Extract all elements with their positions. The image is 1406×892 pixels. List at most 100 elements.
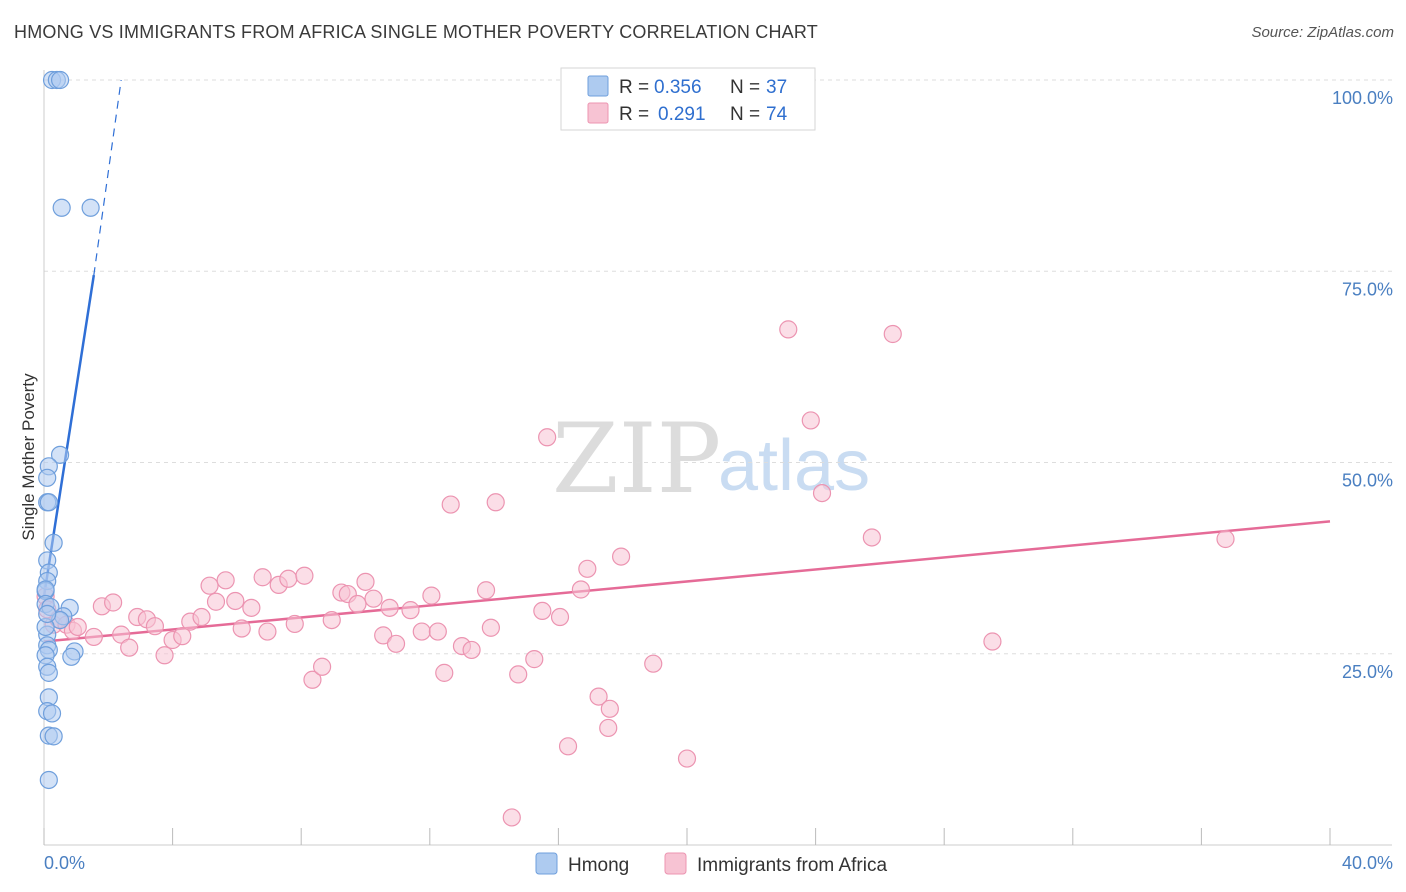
data-point-africa [441, 495, 460, 514]
data-point-africa [644, 654, 663, 673]
bottom-legend-swatch-hmong [535, 852, 558, 875]
data-point-africa [253, 568, 272, 587]
legend-n-value-hmong: 37 [766, 77, 787, 98]
data-point-africa [812, 484, 832, 503]
bottom-legend-label-africa: Immigrants from Africa [697, 855, 887, 876]
data-point-africa [599, 718, 618, 738]
data-point-africa [173, 627, 192, 646]
chart-title: HMONG VS IMMIGRANTS FROM AFRICA SINGLE M… [14, 22, 818, 42]
legend-n-label-africa: N = [730, 104, 760, 125]
data-point-africa [232, 619, 251, 638]
data-point-africa [862, 528, 881, 547]
legend-r-label-hmong: R = [619, 77, 649, 98]
data-point-hmong [52, 198, 71, 217]
y-axis-label: Single Mother Poverty [19, 373, 38, 541]
data-point-africa [509, 665, 528, 684]
series-hmong-points [36, 70, 100, 790]
series-africa-points [36, 320, 1235, 827]
data-point-africa [200, 576, 219, 595]
legend-n-label-hmong: N = [730, 77, 760, 98]
data-point-africa [386, 634, 406, 653]
data-point-africa [476, 581, 496, 600]
data-point-hmong [38, 604, 57, 624]
data-point-africa [312, 657, 332, 676]
legend-r-value-africa: 0.291 [658, 104, 706, 125]
legend-r-label-africa: R = [619, 104, 649, 125]
data-point-africa [285, 614, 304, 634]
data-point-africa [550, 607, 570, 627]
data-point-africa [600, 699, 619, 718]
data-point-africa [120, 638, 139, 657]
data-point-hmong [42, 704, 62, 723]
data-point-africa [84, 627, 103, 647]
y-tick-label: 25.0% [1342, 662, 1393, 682]
data-point-africa [226, 591, 245, 611]
data-point-africa [155, 646, 174, 665]
data-point-africa [801, 411, 820, 430]
data-point-africa [374, 626, 393, 645]
tick-labels: 25.0% 50.0% 75.0% 100.0% 0.0% 40.0% [44, 88, 1393, 873]
legend-r-value-hmong: 0.356 [654, 77, 702, 98]
data-point-africa [104, 593, 123, 612]
trend-line-africa [43, 520, 1331, 643]
data-point-hmong [39, 493, 58, 512]
data-point-africa [983, 632, 1002, 651]
data-point-africa [571, 580, 591, 599]
series-legend: Hmong Immigrants from Africa [535, 852, 887, 876]
data-point-africa [779, 320, 798, 339]
bottom-legend-label-hmong: Hmong [568, 855, 629, 876]
data-point-africa [112, 625, 131, 644]
data-point-africa [303, 670, 322, 689]
data-point-africa [481, 618, 500, 637]
data-point-africa [533, 601, 552, 621]
data-point-africa [216, 571, 235, 590]
data-point-africa [68, 617, 87, 637]
data-point-africa [677, 749, 697, 768]
legend-swatch-hmong [587, 75, 609, 97]
watermark-zip: ZIP [552, 403, 721, 515]
data-point-africa [356, 572, 375, 591]
data-point-africa [206, 592, 226, 611]
data-point-africa [578, 559, 597, 578]
data-point-africa [589, 687, 608, 706]
data-point-hmong [39, 663, 58, 682]
data-point-africa [462, 640, 481, 660]
data-point-africa [322, 610, 341, 630]
correlation-legend: R = 0.356 N = 37 R = 0.291 N = 74 [560, 67, 816, 131]
data-point-africa [401, 601, 420, 620]
data-point-africa [611, 547, 631, 566]
data-point-africa [883, 324, 902, 344]
data-point-africa [502, 808, 521, 827]
data-point-hmong [81, 198, 100, 217]
data-point-africa [1216, 529, 1235, 549]
y-tick-label: 75.0% [1342, 279, 1393, 299]
data-point-africa [525, 650, 544, 669]
legend-n-value-africa: 74 [766, 104, 788, 125]
data-point-hmong [62, 647, 81, 666]
data-point-africa [435, 663, 454, 682]
data-point-africa [348, 594, 367, 614]
legend-swatch-africa [587, 102, 609, 124]
trend-line-hmong-extension [93, 79, 122, 276]
data-point-africa [258, 622, 277, 641]
watermark-atlas: atlas [718, 426, 870, 506]
data-point-hmong [39, 770, 58, 790]
source-label: Source: ZipAtlas.com [1251, 24, 1394, 41]
data-point-africa [380, 598, 399, 617]
data-point-africa [558, 737, 578, 756]
trend-lines [42, 79, 1331, 643]
data-point-africa [192, 607, 211, 627]
data-point-africa [279, 569, 298, 588]
y-tick-label: 100.0% [1332, 88, 1393, 108]
data-point-africa [486, 493, 505, 512]
bottom-legend-swatch-africa [664, 852, 687, 875]
x-tick-label: 0.0% [44, 853, 85, 873]
x-tick-label: 40.0% [1342, 853, 1393, 873]
data-point-africa [364, 589, 383, 608]
y-tick-label: 50.0% [1342, 471, 1393, 491]
data-point-africa [538, 428, 557, 447]
data-point-africa [422, 586, 441, 605]
data-point-hmong [50, 70, 70, 90]
data-point-hmong [50, 445, 70, 464]
grid-lines [44, 79, 1392, 655]
